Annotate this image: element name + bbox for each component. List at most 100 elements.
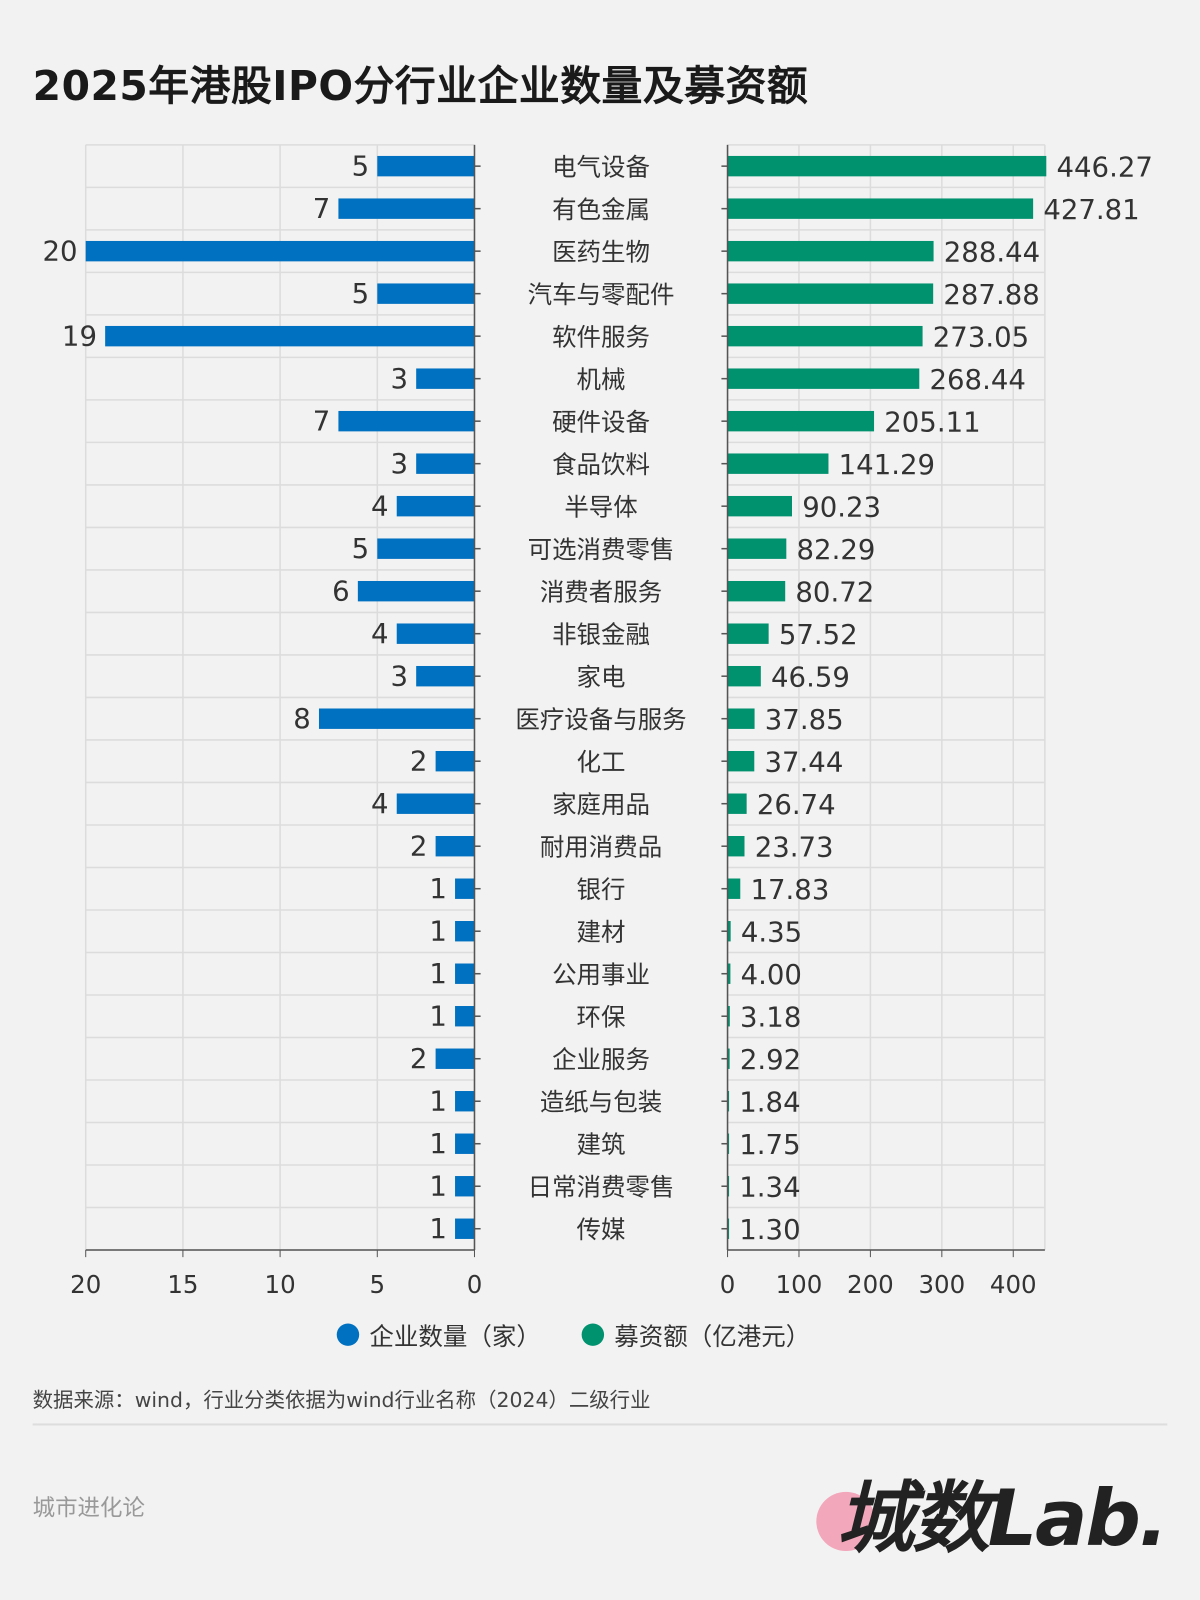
bar-amount [727, 538, 787, 559]
data-label-count: 4 [371, 788, 389, 820]
x-tick-label: 10 [265, 1270, 296, 1299]
legend-label: 募资额（亿港元） [614, 1322, 811, 1352]
data-label-count: 1 [429, 915, 447, 947]
bar-amount [727, 793, 747, 814]
bar-count [455, 963, 475, 984]
x-tick-label: 20 [70, 1270, 101, 1299]
bar-amount [727, 1048, 730, 1069]
legend-label: 企业数量（家） [369, 1322, 541, 1352]
data-label-amount: 82.29 [797, 534, 876, 566]
legend-item-amount: 募资额（亿港元） [581, 1316, 811, 1352]
data-label-amount: 26.74 [757, 789, 836, 821]
category-label: 日常消费零售 [528, 1172, 675, 1201]
legend-swatch-green [581, 1322, 605, 1346]
bar-amount [727, 708, 755, 729]
category-label: 家庭用品 [552, 790, 650, 819]
bar-count [377, 155, 475, 177]
bar-count [455, 878, 475, 899]
bar-amount [727, 750, 755, 772]
logo: 城数Lab. [816, 1449, 1173, 1563]
bar-count [455, 1006, 475, 1027]
legend: 企业数量（家） 募资额（亿港元） [336, 1316, 811, 1352]
x-tick-label: 200 [847, 1270, 894, 1299]
category-label: 消费者服务 [540, 577, 662, 606]
category-label: 环保 [577, 1002, 626, 1031]
data-label-amount: 446.27 [1057, 151, 1153, 183]
bar-amount [727, 410, 875, 432]
data-label-amount: 1.34 [739, 1171, 800, 1203]
data-label-amount: 288.44 [944, 236, 1040, 268]
data-label-amount: 1.30 [739, 1214, 800, 1246]
bar-count [377, 538, 475, 559]
category-label: 软件服务 [552, 322, 650, 351]
bar-count [435, 836, 475, 857]
data-label-count: 1 [429, 958, 447, 990]
x-tick-label: 5 [370, 1270, 386, 1299]
category-label: 公用事业 [552, 960, 650, 989]
category-label: 耐用消费品 [540, 832, 662, 861]
data-label-count: 4 [371, 618, 389, 650]
bar-count [455, 1218, 475, 1239]
data-label-amount: 273.05 [933, 321, 1029, 353]
bar-count [105, 325, 475, 347]
bar-amount [727, 878, 741, 899]
data-label-amount: 268.44 [929, 364, 1025, 396]
data-label-count: 1 [429, 1128, 447, 1160]
legend-item-count: 企业数量（家） [336, 1316, 541, 1352]
data-label-count: 3 [390, 660, 408, 692]
data-label-count: 8 [293, 703, 311, 735]
data-label-count: 1 [429, 1213, 447, 1245]
bar-amount [727, 495, 792, 517]
bar-amount [727, 368, 920, 389]
bar-amount [727, 198, 1034, 219]
category-label: 硬件设备 [552, 407, 650, 436]
data-label-amount: 1.75 [739, 1129, 800, 1161]
bar-count [455, 1091, 475, 1112]
bar-amount [727, 453, 829, 474]
bar-count [318, 708, 475, 729]
bar-amount [727, 665, 761, 687]
data-label-amount: 46.59 [771, 661, 850, 693]
x-tick-label: 0 [467, 1270, 483, 1299]
bar-amount [727, 240, 934, 262]
data-label-count: 19 [62, 320, 97, 352]
legend-swatch-blue [336, 1322, 360, 1346]
data-label-amount: 17.83 [750, 874, 829, 906]
category-label: 半导体 [564, 492, 637, 521]
bar-count [338, 410, 475, 432]
bar-count [377, 283, 475, 304]
x-tick-label: 400 [990, 1270, 1037, 1299]
data-label-count: 2 [410, 745, 428, 777]
divider [32, 1423, 1168, 1426]
category-label: 银行 [577, 875, 626, 904]
data-label-count: 5 [352, 533, 370, 565]
data-label-count: 2 [410, 830, 428, 862]
data-label-amount: 4.00 [741, 959, 802, 991]
data-label-amount: 23.73 [755, 831, 834, 863]
bar-amount [727, 325, 923, 347]
data-label-amount: 57.52 [779, 619, 858, 651]
category-label: 家电 [577, 662, 626, 691]
category-label: 企业服务 [552, 1045, 650, 1074]
data-label-amount: 427.81 [1043, 194, 1139, 226]
bar-count [396, 623, 475, 644]
category-label: 有色金属 [552, 195, 650, 224]
data-label-amount: 3.18 [740, 1001, 801, 1033]
data-label-amount: 1.84 [739, 1086, 800, 1118]
bar-count [455, 1176, 475, 1197]
x-tick-label: 15 [167, 1270, 198, 1299]
category-label: 医疗设备与服务 [515, 705, 686, 734]
bar-count [416, 453, 475, 474]
bar-count [357, 580, 475, 602]
data-label-count: 6 [332, 575, 350, 607]
data-label-count: 4 [371, 490, 389, 522]
x-tick-label: 0 [720, 1270, 736, 1299]
data-label-amount: 205.11 [884, 406, 980, 438]
category-label: 造纸与包装 [540, 1087, 662, 1116]
bar-count [435, 1048, 475, 1069]
bar-count [85, 240, 475, 262]
data-label-count: 2 [410, 1043, 428, 1075]
data-label-amount: 287.88 [943, 279, 1039, 311]
